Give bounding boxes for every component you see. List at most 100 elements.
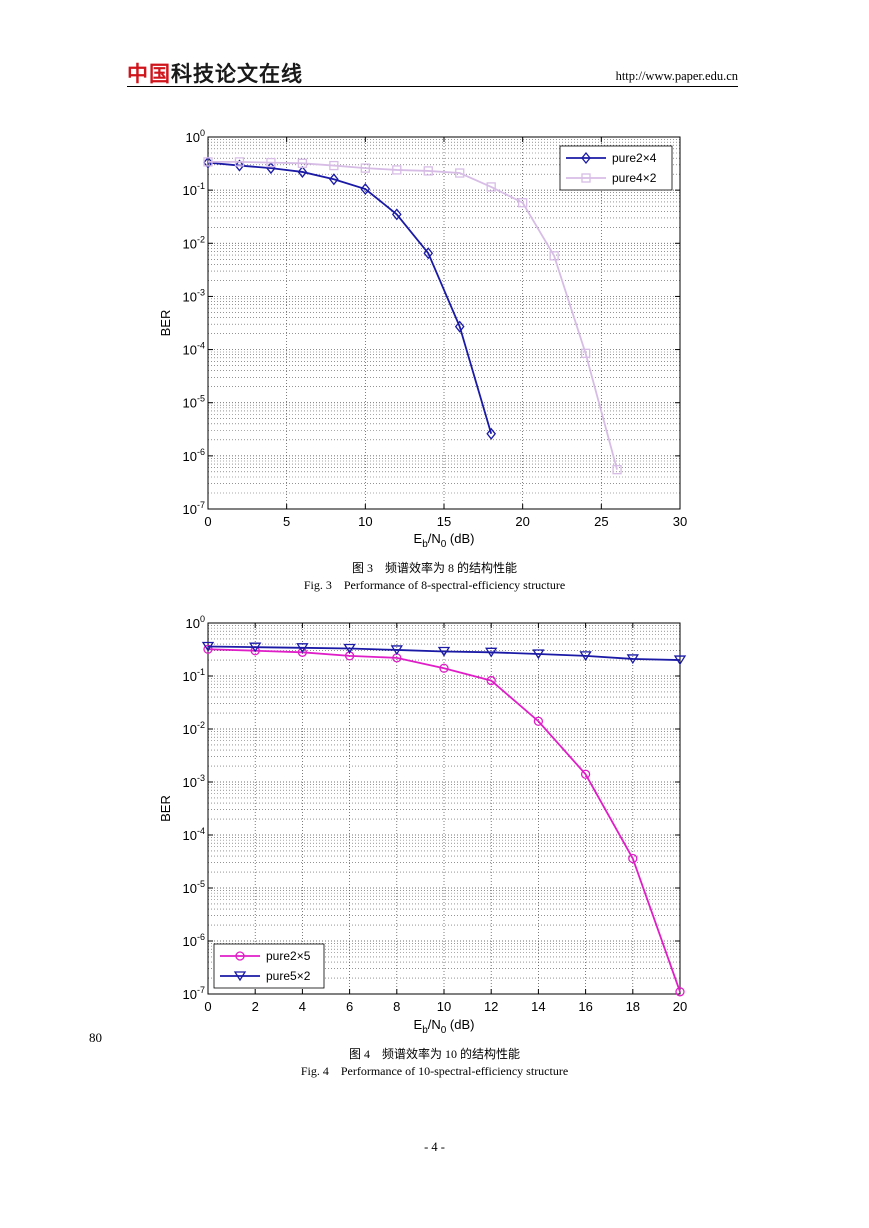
legend-marker (581, 173, 591, 183)
x-tick-label: 2 (252, 999, 259, 1014)
figure3-caption-en: Fig. 3 Performance of 8-spectral-efficie… (303, 578, 566, 592)
data-point (612, 465, 622, 475)
legend-marker (233, 971, 247, 982)
legend: pure2×4 pure4×2 (559, 145, 673, 191)
x-tick-label: 18 (626, 999, 640, 1014)
x-tick-label: 25 (594, 514, 608, 529)
data-point (203, 644, 213, 654)
chart-4: 0 2 4 6 8 10 12 14 16 18 20 100 10-1 10-2 10-3 10-4 10-5… (158, 614, 687, 1036)
data-point (329, 160, 339, 171)
data-point (234, 159, 245, 172)
y-axis-label: BER (158, 310, 173, 337)
x-tick-label: 10 (437, 999, 451, 1014)
x-axis-label: Eb/N0 (dB) (414, 1017, 475, 1036)
y-tick-label: 10-1 (183, 667, 205, 684)
data-point (203, 156, 213, 169)
y-axis-label: BER (158, 795, 173, 822)
y-tick-label: 10-2 (183, 720, 205, 737)
figure4-caption-en: Fig. 4 Performance of 10-spectral-effici… (300, 1064, 569, 1078)
legend-marker (235, 951, 245, 961)
data-point (234, 157, 245, 167)
page-number: - 4 - (424, 1140, 445, 1154)
data-point (360, 163, 370, 173)
data-point (391, 208, 402, 221)
y-tick-label: 10-3 (183, 287, 205, 304)
y-tick-label: 10-7 (183, 500, 205, 517)
journal-logo: 中国科技论文在线 (127, 58, 303, 88)
data-point (580, 769, 591, 779)
line-number: 80 (89, 1030, 102, 1045)
data-point (423, 247, 434, 260)
x-tick-label: 14 (531, 999, 545, 1014)
data-point (343, 643, 356, 654)
y-tick-label: 10-2 (183, 234, 205, 251)
figure4-caption-cn: 图 4 频谱效率为 10 的结构性能 (348, 1047, 520, 1061)
data-point (266, 157, 276, 168)
series-2 (201, 641, 687, 666)
x-tick-label: 15 (437, 514, 451, 529)
x-tick-label: 12 (484, 999, 498, 1014)
legend-box (213, 943, 325, 989)
legend-box (559, 145, 673, 191)
y-tick-label: 10-4 (183, 341, 205, 358)
y-tick-label: 10-1 (183, 181, 205, 198)
data-point (628, 853, 638, 864)
data-point (533, 716, 544, 726)
data-point (297, 165, 308, 178)
data-point (486, 427, 497, 440)
figure3-caption-cn: 图 3 频谱效率为 8 的结构性能 (351, 561, 517, 575)
data-point (390, 645, 403, 656)
data-point (203, 157, 213, 167)
y-tick-label: 10-7 (183, 985, 205, 1002)
data-point (486, 182, 496, 192)
data-point (360, 182, 371, 196)
data-point (437, 646, 451, 657)
data-point (296, 643, 309, 654)
data-point (485, 647, 498, 658)
y-tick-label: 10-5 (183, 394, 205, 411)
data-point (579, 651, 592, 662)
logo-red-text: 中国 (127, 62, 171, 86)
data-point (580, 348, 591, 358)
data-point (329, 173, 339, 186)
x-tick-label: 4 (299, 999, 306, 1014)
data-point (673, 655, 687, 666)
data-point (626, 654, 639, 665)
x-axis-label: Eb/N0 (dB) (414, 531, 475, 550)
legend: pure2×5 pure5×2 (213, 943, 325, 989)
y-tick-label: 10-6 (183, 447, 205, 464)
y-tick-label: 10-4 (183, 826, 205, 843)
x-tick-label: 16 (578, 999, 592, 1014)
x-tick-label: 10 (358, 514, 372, 529)
data-point (392, 165, 402, 175)
y-tick-label: 100 (186, 128, 205, 145)
legend-marker (581, 151, 591, 165)
data-point (486, 675, 496, 686)
x-tick-label: 8 (393, 999, 400, 1014)
series-line (207, 161, 493, 435)
data-point (518, 198, 528, 208)
data-point (549, 251, 559, 261)
data-point (439, 663, 449, 673)
header-url[interactable]: http://www.paper.edu.cn (615, 69, 738, 83)
data-point (297, 158, 308, 168)
series-line (207, 648, 681, 993)
logo-dark-text: 科技论文在线 (171, 62, 303, 86)
series-2 (203, 157, 622, 475)
y-tick-label: 10-5 (183, 879, 205, 896)
legend-label: pure2×5 (266, 949, 311, 963)
x-tick-label: 30 (673, 514, 687, 529)
x-tick-label: 0 (204, 514, 211, 529)
data-point (455, 168, 465, 178)
x-tick-label: 20 (515, 514, 529, 529)
x-tick-label: 20 (673, 999, 687, 1014)
legend-label: pure4×2 (612, 171, 657, 185)
x-tick-label: 0 (204, 999, 211, 1014)
data-point (532, 649, 545, 660)
legend-label: pure2×4 (612, 151, 657, 165)
header-rule (127, 86, 738, 87)
legend-label: pure5×2 (266, 969, 311, 983)
chart-3: 0 5 10 15 20 25 30 100 10-1 10-2 10-3 10-4 10-5 10-6 1… (158, 128, 687, 550)
data-point (454, 320, 465, 333)
